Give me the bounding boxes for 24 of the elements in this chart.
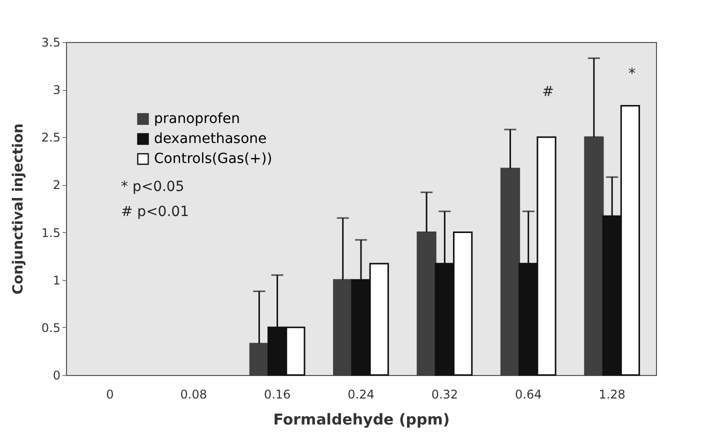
x-axis-title: Formaldehyde (ppm): [273, 410, 450, 428]
x-tick-label: 0: [106, 388, 114, 402]
y-tick-label: 1.5: [41, 226, 60, 240]
annotation: # p<0.01: [121, 204, 189, 220]
legend-label: Controls(Gas(+)): [154, 151, 272, 167]
x-tick-label: 0.08: [180, 388, 207, 402]
annotation: #: [542, 84, 554, 100]
y-tick-label: 3.5: [41, 36, 60, 50]
annotation: *: [628, 66, 636, 82]
y-tick-label: 2.5: [41, 130, 60, 145]
y-axis-title: Conjunctival injection: [10, 123, 26, 295]
x-tick-label: 0.32: [431, 388, 458, 402]
x-tick-label: 0.64: [515, 388, 542, 402]
x-tick-label: 1.28: [598, 388, 626, 402]
legend-label: pranoprofen: [154, 111, 240, 127]
y-tick-label: 2: [52, 178, 60, 192]
x-tick-label: 0.24: [348, 388, 374, 402]
y-tick-label: 1: [52, 273, 60, 288]
legend-label: dexamethasone: [154, 131, 267, 147]
x-tick-label: 0.16: [264, 388, 291, 402]
y-tick-label: 0: [52, 368, 60, 382]
y-tick-label: 0.5: [41, 320, 60, 335]
y-tick-label: 3: [52, 83, 60, 98]
annotation: * p<0.05: [121, 179, 184, 195]
